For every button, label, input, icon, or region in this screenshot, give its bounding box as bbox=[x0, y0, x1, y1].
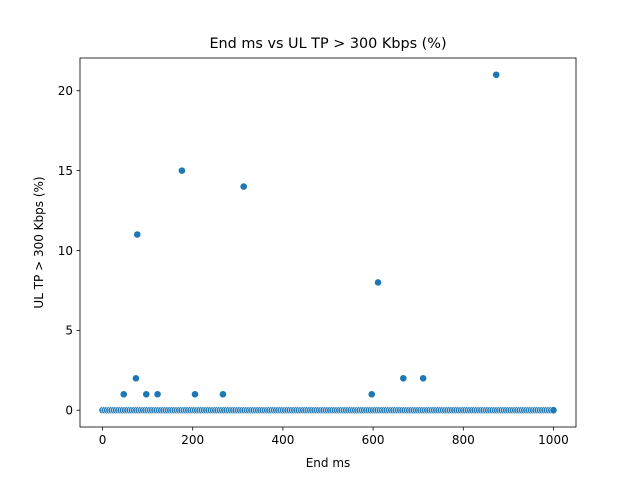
data-point bbox=[399, 374, 408, 383]
y-tick-label: 0 bbox=[65, 404, 73, 418]
data-point bbox=[492, 70, 501, 79]
y-tick-label: 20 bbox=[58, 84, 73, 98]
data-point bbox=[239, 182, 248, 191]
x-tick-label: 1000 bbox=[538, 433, 569, 447]
y-tick-label: 15 bbox=[58, 164, 73, 178]
data-point bbox=[153, 390, 162, 399]
data-point bbox=[219, 390, 227, 399]
chart-title: End ms vs UL TP > 300 Kbps (%) bbox=[209, 36, 446, 52]
x-tick-label: 400 bbox=[271, 433, 294, 447]
y-tick-label: 10 bbox=[58, 244, 73, 258]
data-point bbox=[178, 166, 186, 175]
data-point bbox=[419, 374, 428, 383]
data-point bbox=[374, 278, 382, 287]
x-tick-label: 200 bbox=[181, 433, 204, 447]
x-tick-label: 0 bbox=[99, 433, 107, 447]
data-points bbox=[98, 70, 558, 415]
data-point bbox=[132, 374, 140, 383]
x-tick-label: 800 bbox=[452, 433, 475, 447]
y-axis-ticks: 0 5 10 15 20 bbox=[58, 84, 80, 418]
y-tick-label: 5 bbox=[65, 324, 73, 338]
data-point bbox=[367, 390, 376, 399]
data-point bbox=[549, 406, 558, 415]
data-point bbox=[119, 390, 128, 399]
data-point bbox=[191, 390, 199, 399]
x-axis-label: End ms bbox=[306, 456, 351, 470]
plot-area-frame bbox=[79, 57, 577, 428]
data-point bbox=[133, 230, 142, 239]
x-tick-label: 600 bbox=[362, 433, 385, 447]
x-axis-ticks: 0 200 400 600 800 1000 bbox=[99, 427, 569, 447]
y-axis-label: UL TP > 300 Kbps (%) bbox=[32, 176, 46, 308]
data-point bbox=[142, 390, 151, 399]
